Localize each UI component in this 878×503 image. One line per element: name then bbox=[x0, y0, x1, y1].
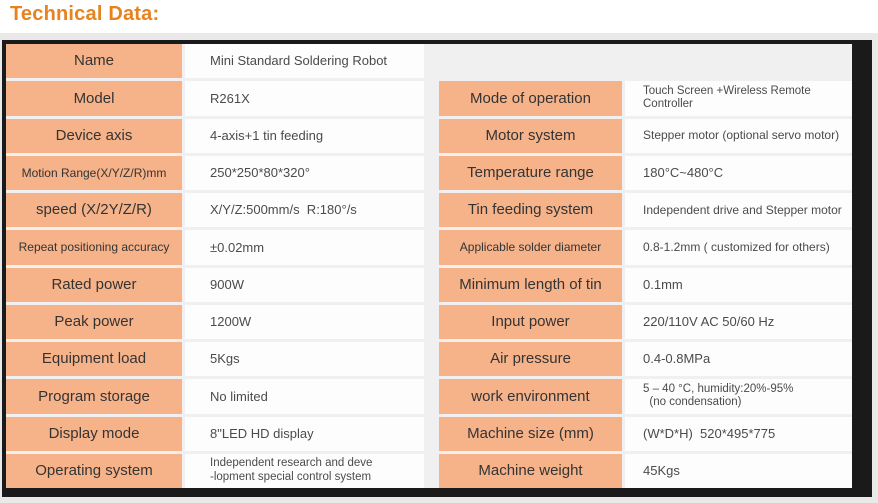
table-row: Input power 220/110V AC 50/60 Hz bbox=[439, 304, 852, 339]
spec-label: Repeat positioning accuracy bbox=[6, 230, 182, 265]
table-row: Equipment load 5Kgs bbox=[6, 342, 424, 377]
spec-value: 180°C~480°C bbox=[625, 155, 852, 190]
table-row: Peak power 1200W bbox=[6, 304, 424, 339]
spec-label: Machine size (mm) bbox=[439, 416, 622, 451]
spec-label: Air pressure bbox=[439, 342, 622, 377]
spec-value: 900W bbox=[185, 267, 424, 302]
spec-value: 8"LED HD display bbox=[185, 416, 424, 451]
spec-label: Rated power bbox=[6, 267, 182, 302]
spec-value: (W*D*H) 520*495*775 bbox=[625, 416, 852, 451]
spec-table: Name Mini Standard Soldering Robot Model… bbox=[6, 44, 852, 488]
table-row: Device axis 4-axis+1 tin feeding bbox=[6, 118, 424, 153]
table-row: Motion Range(X/Y/Z/R)mm 250*250*80*320° bbox=[6, 155, 424, 190]
spec-value: 4-axis+1 tin feeding bbox=[185, 118, 424, 153]
table-row: Applicable solder diameter 0.8-1.2mm ( c… bbox=[439, 230, 852, 265]
spec-label: Tin feeding system bbox=[439, 193, 622, 228]
spec-value: 45Kgs bbox=[625, 453, 852, 488]
spec-label: Display mode bbox=[6, 416, 182, 451]
spec-value: 220/110V AC 50/60 Hz bbox=[625, 304, 852, 339]
spec-label: Operating system bbox=[6, 453, 182, 488]
table-row: Air pressure 0.4-0.8MPa bbox=[439, 342, 852, 377]
table-row-empty bbox=[439, 44, 852, 78]
table-row: Machine size (mm) (W*D*H) 520*495*775 bbox=[439, 416, 852, 451]
spec-value: 5Kgs bbox=[185, 342, 424, 377]
spec-value: 0.8-1.2mm ( customized for others) bbox=[625, 230, 852, 265]
table-row: Display mode 8"LED HD display bbox=[6, 416, 424, 451]
spec-label: Name bbox=[6, 44, 182, 79]
spec-label: Device axis bbox=[6, 118, 182, 153]
spec-value: R261X bbox=[185, 81, 424, 116]
table-row: Tin feeding system Independent drive and… bbox=[439, 193, 852, 228]
spec-label: Machine weight bbox=[439, 453, 622, 488]
spec-label: work environment bbox=[439, 379, 622, 414]
spec-value: Mini Standard Soldering Robot bbox=[185, 44, 424, 79]
spec-value: Stepper motor (optional servo motor) bbox=[625, 118, 852, 153]
spec-value: 0.4-0.8MPa bbox=[625, 342, 852, 377]
spec-value: X/Y/Z:500mm/s R:180°/s bbox=[185, 193, 424, 228]
spec-value: Independent research and deve -lopment s… bbox=[185, 453, 424, 488]
spec-label: Peak power bbox=[6, 304, 182, 339]
spec-label: Applicable solder diameter bbox=[439, 230, 622, 265]
table-row: Repeat positioning accuracy ±0.02mm bbox=[6, 230, 424, 265]
table-row: Name Mini Standard Soldering Robot bbox=[6, 44, 424, 79]
spec-value: Touch Screen +Wireless Remote Controller bbox=[625, 81, 852, 116]
table-row: Program storage No limited bbox=[6, 379, 424, 414]
spec-label: Equipment load bbox=[6, 342, 182, 377]
table-row: work environment 5 – 40 °C, humidity:20%… bbox=[439, 379, 852, 414]
table-row: Model R261X bbox=[6, 81, 424, 116]
table-backdrop: Name Mini Standard Soldering Robot Model… bbox=[0, 33, 878, 503]
spec-table-right-column: Mode of operation Touch Screen +Wireless… bbox=[439, 44, 852, 488]
spec-value: Independent drive and Stepper motor bbox=[625, 193, 852, 228]
table-row: speed (X/2Y/Z/R) X/Y/Z:500mm/s R:180°/s bbox=[6, 193, 424, 228]
spec-label: Temperature range bbox=[439, 155, 622, 190]
spec-table-left-column: Name Mini Standard Soldering Robot Model… bbox=[6, 44, 424, 488]
spec-value: No limited bbox=[185, 379, 424, 414]
spec-label: Minimum length of tin bbox=[439, 267, 622, 302]
table-row: Operating system Independent research an… bbox=[6, 453, 424, 488]
table-row: Temperature range 180°C~480°C bbox=[439, 155, 852, 190]
table-row: Machine weight 45Kgs bbox=[439, 453, 852, 488]
table-row: Mode of operation Touch Screen +Wireless… bbox=[439, 81, 852, 116]
spec-label: speed (X/2Y/Z/R) bbox=[6, 193, 182, 228]
spec-label: Program storage bbox=[6, 379, 182, 414]
spec-label: Mode of operation bbox=[439, 81, 622, 116]
table-row: Motor system Stepper motor (optional ser… bbox=[439, 118, 852, 153]
spec-label: Motion Range(X/Y/Z/R)mm bbox=[6, 155, 182, 190]
spec-label: Motor system bbox=[439, 118, 622, 153]
spec-value: 250*250*80*320° bbox=[185, 155, 424, 190]
table-row: Minimum length of tin 0.1mm bbox=[439, 267, 852, 302]
spec-label: Input power bbox=[439, 304, 622, 339]
spec-label: Model bbox=[6, 81, 182, 116]
spec-value: 0.1mm bbox=[625, 267, 852, 302]
spec-value: ±0.02mm bbox=[185, 230, 424, 265]
table-frame: Name Mini Standard Soldering Robot Model… bbox=[2, 40, 872, 497]
spec-value: 1200W bbox=[185, 304, 424, 339]
page-title: Technical Data: bbox=[10, 3, 160, 25]
table-row: Rated power 900W bbox=[6, 267, 424, 302]
spec-value: 5 – 40 °C, humidity:20%-95% (no condensa… bbox=[625, 379, 852, 414]
